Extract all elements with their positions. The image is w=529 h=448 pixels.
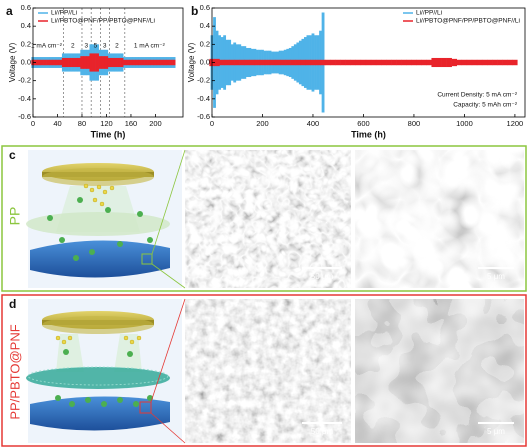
sem-image	[185, 299, 351, 443]
zoom-box	[141, 253, 153, 265]
x-tick-label: 200	[256, 119, 269, 128]
scale-label: 50 μm	[311, 427, 334, 436]
legend-label: Li//PBTO@PNF/PP/PBTO@PNF//Li	[416, 18, 520, 25]
li-ions	[55, 349, 153, 407]
annotation: 2	[115, 43, 119, 50]
electrode-bottom	[42, 316, 154, 334]
sem-image	[185, 150, 351, 288]
panel-name: PP/PBTO@PNF	[7, 324, 22, 419]
separator	[26, 212, 170, 236]
y-tick-label: -0.6	[197, 112, 210, 121]
anode	[30, 240, 170, 278]
panel-name: PP	[7, 207, 23, 226]
panel-label: c	[9, 148, 16, 162]
y-tick-label: -0.6	[18, 112, 31, 121]
zoom-line	[151, 149, 186, 255]
x-tick-label: 800	[408, 119, 421, 128]
y-tick-label: 0.2	[200, 39, 210, 48]
legend-label: Li//PP//Li	[416, 10, 442, 17]
annotation: 2	[71, 43, 75, 50]
legend-label: Li//PBTO@PNF/PP/PBTO@PNF//Li	[51, 18, 155, 25]
y-tick-label: 0.6	[21, 3, 31, 12]
x-tick-label: 120	[100, 119, 113, 128]
x-tick-label: 80	[78, 119, 86, 128]
y-tick-label: -0.4	[197, 94, 210, 103]
y-tick-label: 0.4	[200, 21, 210, 30]
separator	[26, 367, 170, 389]
y-tick-label: -0.2	[197, 76, 210, 85]
x-tick-label: 1200	[507, 119, 524, 128]
fiber-layer	[27, 366, 169, 386]
y-axis-label: Voltage (V)	[8, 42, 17, 82]
x-tick-label: 400	[307, 119, 320, 128]
annotation: 3	[84, 43, 88, 50]
annotation: 3	[103, 43, 107, 50]
zoom-line	[150, 298, 186, 403]
sem-image	[355, 150, 524, 288]
scale-label: 5 μm	[487, 272, 505, 281]
panel-label: d	[9, 297, 16, 311]
zoom-box	[139, 401, 152, 414]
x-tick-label: 1000	[456, 119, 473, 128]
molecules	[55, 335, 142, 345]
molecules	[83, 183, 115, 207]
annotation: 1 mA cm⁻²	[134, 43, 166, 50]
zoom-line	[150, 412, 186, 444]
panel-d: 50 μm 5 μm d PP/PBTO@PNF	[1, 294, 527, 447]
zoom-line	[151, 263, 186, 289]
electrode-bottom	[42, 168, 154, 186]
annotation: 5	[94, 43, 98, 50]
annotation: 1 mA cm⁻²	[31, 43, 63, 50]
x-tick-label: 0	[210, 119, 214, 128]
scale-label: 5 μm	[487, 427, 505, 436]
x-tick-label: 160	[125, 119, 138, 128]
annotation: Capacity: 5 mAh cm⁻²	[453, 102, 518, 109]
x-tick-label: 40	[53, 119, 61, 128]
x-axis-label: Time (h)	[351, 129, 386, 139]
legend-label: Li//PP//Li	[51, 10, 77, 17]
y-axis-label: Voltage (V)	[187, 42, 196, 82]
x-axis-label: Time (h)	[91, 129, 126, 139]
y-tick-label: 0.6	[200, 3, 210, 12]
panel-label: a	[6, 4, 13, 18]
annotation: Current Density: 5 mA cm⁻²	[437, 92, 517, 99]
li-ions	[47, 197, 153, 261]
x-tick-label: 600	[357, 119, 370, 128]
y-tick-label: 0.2	[21, 39, 31, 48]
y-tick-label: 0.4	[21, 21, 31, 30]
y-tick-label: 0.0	[200, 57, 210, 66]
x-tick-label: 200	[149, 119, 162, 128]
panel-c: 50 μm 5 μm c PP	[1, 145, 527, 292]
y-tick-label: -0.2	[18, 76, 31, 85]
y-tick-label: -0.4	[18, 94, 31, 103]
y-tick-label: 0.0	[21, 57, 31, 66]
x-tick-label: 0	[31, 119, 35, 128]
scale-label: 50 μm	[311, 272, 334, 281]
panel-label: b	[191, 4, 198, 18]
sem-image	[355, 299, 524, 443]
